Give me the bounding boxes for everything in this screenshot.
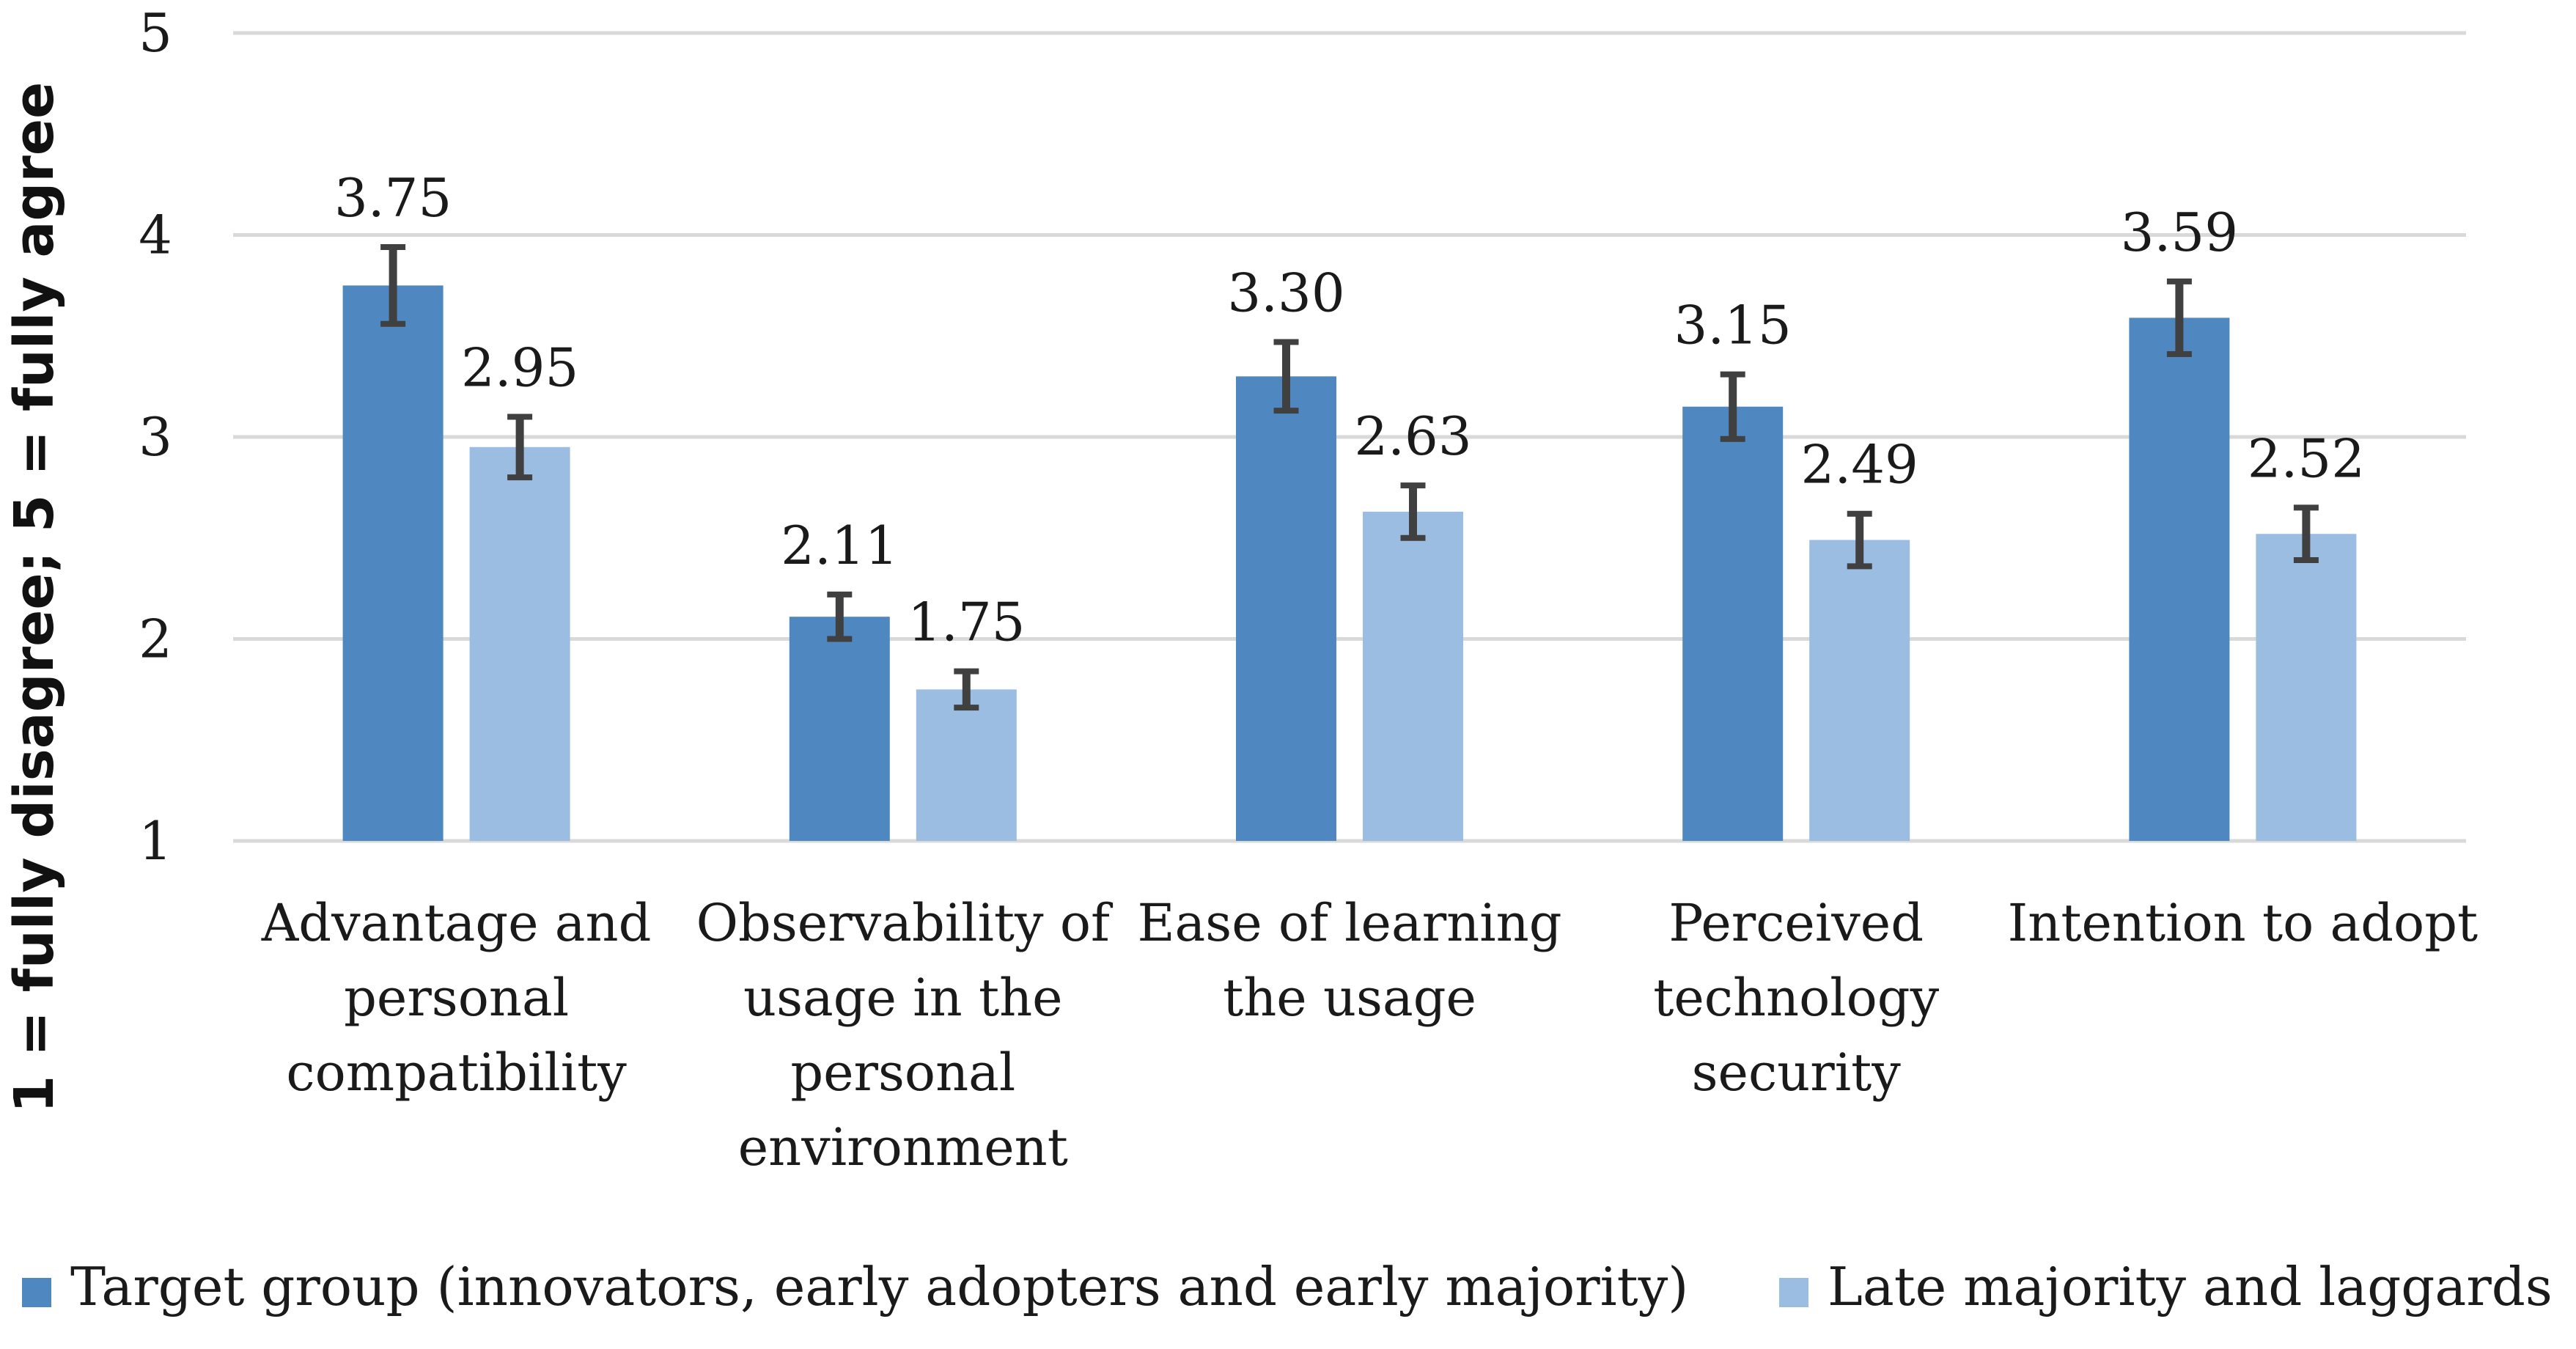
y-tick-label: 5	[139, 2, 172, 64]
bar-series2	[916, 689, 1017, 841]
data-label: 2.95	[461, 337, 578, 398]
bar-series1	[789, 617, 890, 841]
data-label: 3.59	[2121, 202, 2238, 263]
legend-label-series1: Target group (innovators, early adopters…	[70, 1256, 1688, 1317]
data-label: 2.52	[2248, 427, 2365, 489]
bar-series2	[469, 446, 570, 841]
legend-label-series2: Late majority and laggards	[1828, 1256, 2553, 1317]
category-label: Intention to adopt	[2008, 893, 2479, 953]
data-label: 2.11	[781, 515, 898, 576]
category-labels: Advantage and personal compatibilityObserv…	[261, 893, 2478, 1177]
data-label: 1.75	[908, 592, 1025, 653]
y-tick-label: 1	[139, 810, 172, 872]
legend: Target group (innovators, early adopters…	[22, 1256, 2553, 1317]
data-labels: 3.75 2.95 2.111.75 3.30 2.63 3.15 2.49 3.59 2.52	[334, 167, 2365, 653]
data-label: 2.49	[1801, 434, 1918, 496]
legend-swatch-series1	[22, 1278, 51, 1307]
category-label: Observability of usage in the personal envi…	[696, 893, 1114, 1177]
data-label: 2.63	[1354, 405, 1471, 467]
bar-series1	[2129, 317, 2230, 842]
error-bars	[380, 244, 2319, 711]
y-tick-label: 3	[139, 406, 172, 468]
data-label: 3.15	[1674, 295, 1792, 356]
category-label: Perceived technology security	[1653, 893, 1939, 1103]
bar-series1	[342, 285, 444, 841]
data-label: 3.30	[1227, 262, 1344, 324]
category-label: Advantage and personal compatibility	[261, 893, 652, 1103]
gridlines	[233, 31, 2466, 843]
bar-series1	[1682, 406, 1784, 841]
bars	[342, 285, 2357, 842]
bar-series2	[1809, 540, 1910, 841]
bar-series2	[2256, 534, 2357, 841]
y-axis-label: 1 = fully disagree; 5 = fully agree	[3, 82, 66, 1114]
y-tick-label: 2	[139, 609, 172, 670]
bar-series1	[1236, 376, 1336, 841]
legend-swatch-series2	[1779, 1278, 1808, 1307]
category-label: Ease of learning the usage	[1137, 893, 1561, 1028]
bar-series2	[1363, 511, 1463, 841]
data-label: 3.75	[334, 167, 452, 229]
y-axis-ticks: 1 2 3 4 5	[139, 2, 172, 872]
y-tick-label: 4	[139, 205, 172, 266]
